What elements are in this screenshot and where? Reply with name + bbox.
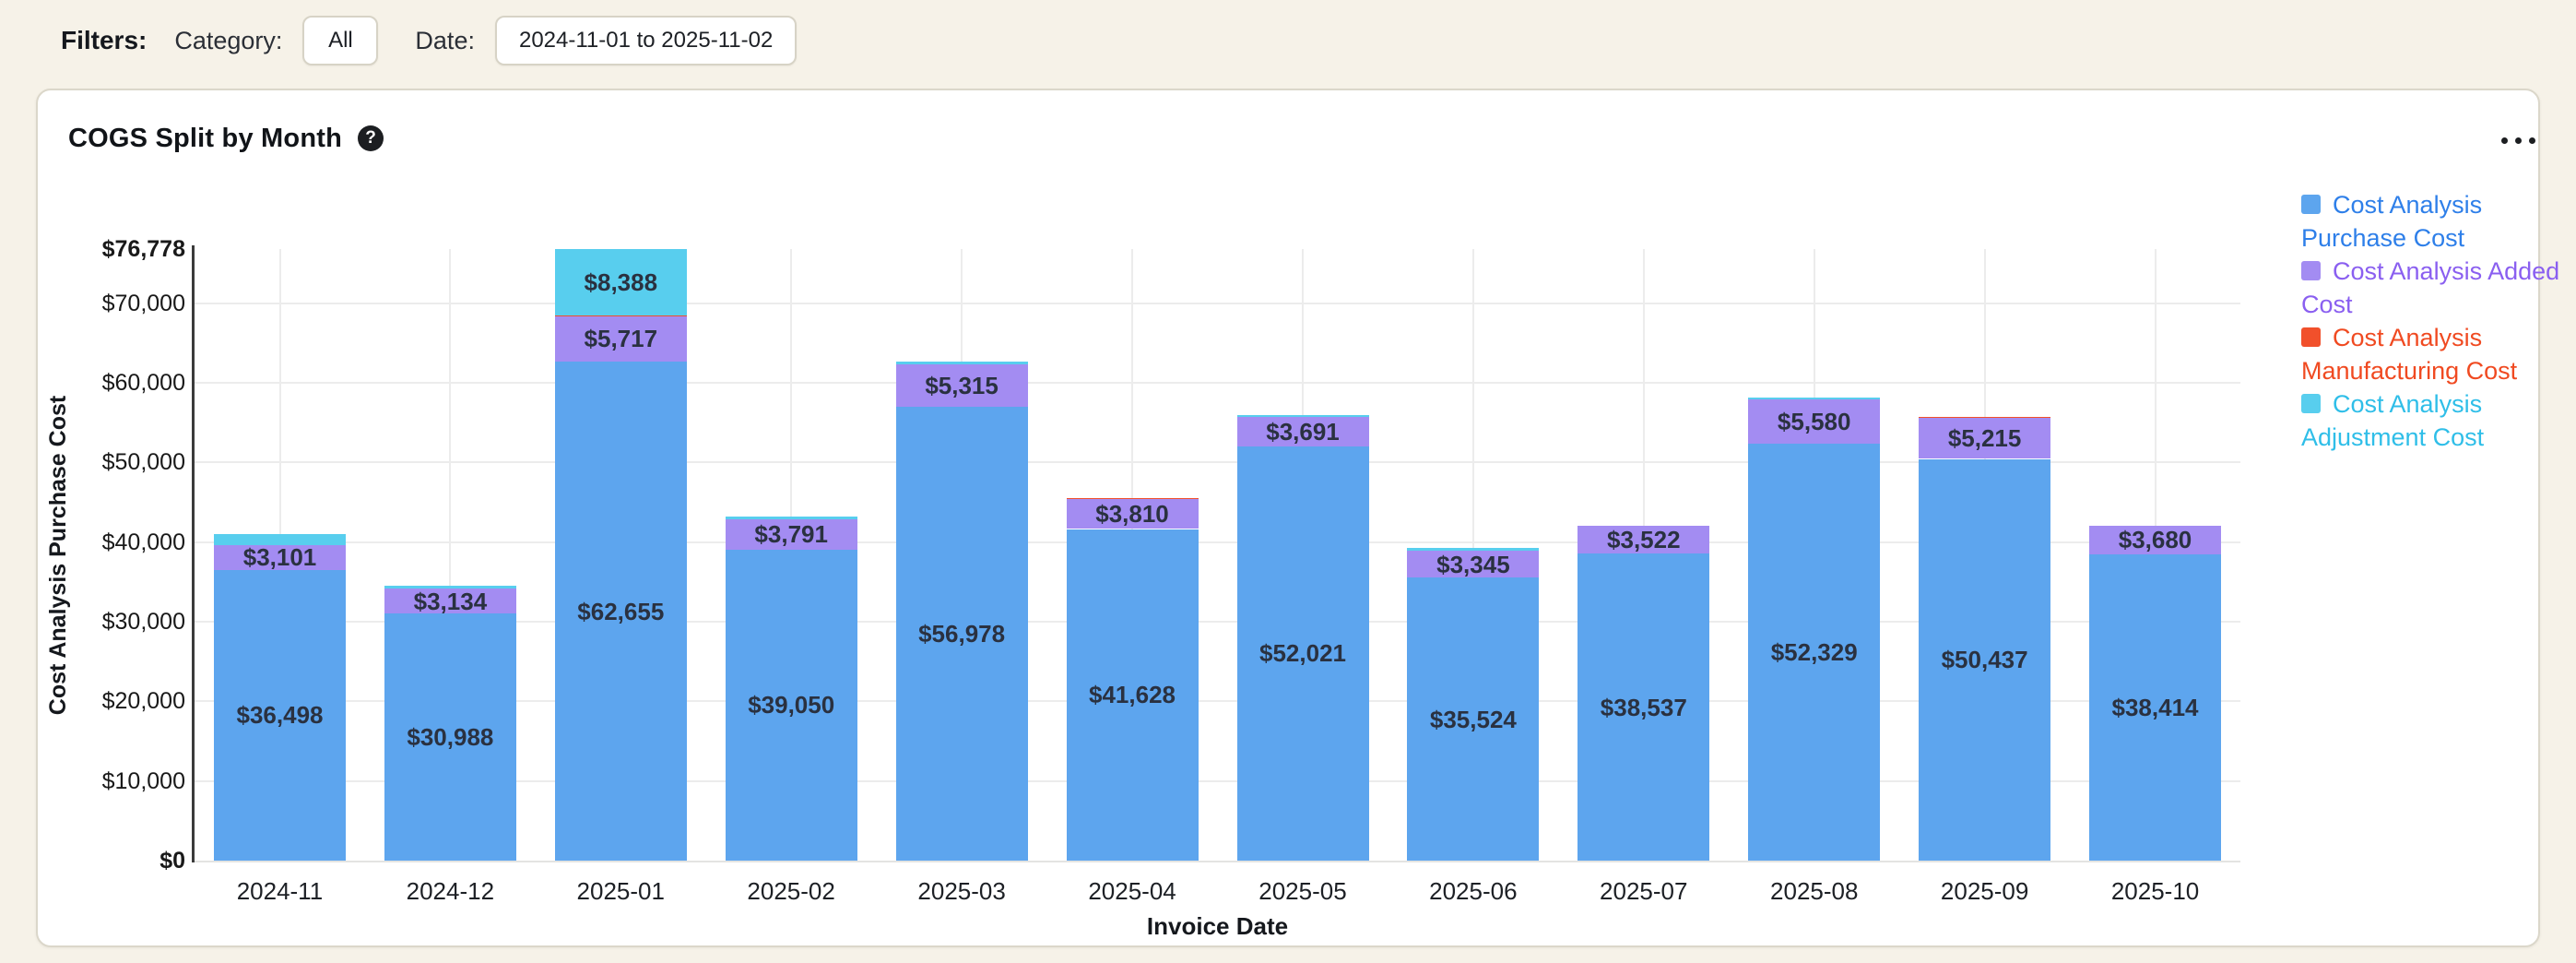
bar-segment[interactable] [1407,548,1539,552]
gridline-horizontal [195,382,2240,384]
x-axis-tick-label: 2025-06 [1388,877,1558,906]
bar-segment[interactable] [384,588,516,613]
date-filter-button[interactable]: 2024-11-01 to 2025-11-02 [495,16,797,65]
legend-item-cost-analysis-manufacturing-cost[interactable]: Cost Analysis Manufacturing Cost [2301,321,2576,387]
bar-segment[interactable] [384,586,516,589]
y-axis-line [192,245,195,862]
bar-segment[interactable] [555,249,687,315]
bar-segment[interactable] [726,517,857,519]
legend-item-label: Cost Analysis Manufacturing Cost [2301,324,2517,385]
legend-swatch-icon [2301,394,2321,413]
bar-segment[interactable] [2089,554,2221,861]
bar-segment[interactable] [214,570,346,861]
date-filter-label: Date: [415,27,475,55]
legend-item-label: Cost Analysis Added Cost [2301,257,2559,318]
x-axis-tick-label: 2025-07 [1558,877,1729,906]
x-axis-title: Invoice Date [195,912,2240,941]
bar-segment[interactable] [1237,417,1369,446]
gridline-horizontal [195,303,2240,304]
legend-swatch-icon [2301,327,2321,347]
bar-segment[interactable] [1578,553,1709,861]
y-axis-title: Cost Analysis Purchase Cost [44,232,72,878]
bar-segment[interactable] [1067,529,1199,862]
bar-segment[interactable] [1237,446,1369,861]
x-axis-tick-label: 2024-11 [195,877,365,906]
filters-label: Filters: [61,26,147,55]
bar-segment[interactable] [1919,459,2050,862]
x-axis-tick-label: 2025-08 [1729,877,1899,906]
chart-legend: Cost Analysis Purchase CostCost Analysis… [2301,188,2576,454]
category-filter-button[interactable]: All [302,16,378,65]
bar-segment[interactable] [896,364,1028,407]
category-filter-label: Category: [174,27,282,55]
bar-segment[interactable] [214,534,346,545]
bar-segment[interactable] [726,550,857,861]
bar-segment[interactable] [1919,417,2050,458]
legend-swatch-icon [2301,261,2321,280]
bar-segment[interactable] [1237,415,1369,417]
x-axis-tick-label: 2025-10 [2070,877,2240,906]
stacked-bar-chart: $0$10,000$20,000$30,000$40,000$50,000$60… [38,90,2538,945]
bar-segment[interactable] [1748,399,1880,444]
bar-segment[interactable] [214,545,346,570]
bar-segment[interactable] [555,316,687,362]
bar-segment[interactable] [896,362,1028,364]
cogs-split-card: COGS Split by Month ? $0$10,000$20,000$3… [36,89,2540,947]
x-axis-tick-label: 2025-04 [1047,877,1218,906]
bar-segment[interactable] [1407,551,1539,577]
x-axis-tick-label: 2025-09 [1899,877,2070,906]
bar-segment[interactable] [555,362,687,861]
bar-segment[interactable] [896,407,1028,861]
bar-segment[interactable] [1919,417,2050,418]
bar-segment[interactable] [1748,398,1880,399]
x-axis-tick-label: 2025-03 [877,877,1047,906]
legend-item-label: Cost Analysis Adjustment Cost [2301,390,2484,451]
legend-swatch-icon [2301,195,2321,214]
bar-segment[interactable] [1578,526,1709,553]
x-axis-tick-label: 2025-05 [1218,877,1388,906]
x-axis-baseline [195,861,2240,862]
bar-segment[interactable] [2089,526,2221,555]
bar-segment[interactable] [726,519,857,550]
bar-segment[interactable] [384,613,516,861]
filters-bar: Filters: Category: All Date: 2024-11-01 … [61,11,797,70]
x-axis-tick-label: 2024-12 [365,877,536,906]
x-axis-tick-label: 2025-02 [706,877,877,906]
legend-item-label: Cost Analysis Purchase Cost [2301,191,2482,252]
bar-segment[interactable] [1748,444,1880,861]
dashboard-page: Filters: Category: All Date: 2024-11-01 … [0,0,2576,963]
x-axis-tick-label: 2025-01 [536,877,706,906]
bar-segment[interactable] [1067,498,1199,499]
bar-segment[interactable] [1407,577,1539,861]
legend-item-cost-analysis-added-cost[interactable]: Cost Analysis Added Cost [2301,255,2576,321]
legend-item-cost-analysis-purchase-cost[interactable]: Cost Analysis Purchase Cost [2301,188,2576,255]
bar-segment[interactable] [1067,499,1199,529]
legend-item-cost-analysis-adjustment-cost[interactable]: Cost Analysis Adjustment Cost [2301,387,2576,454]
